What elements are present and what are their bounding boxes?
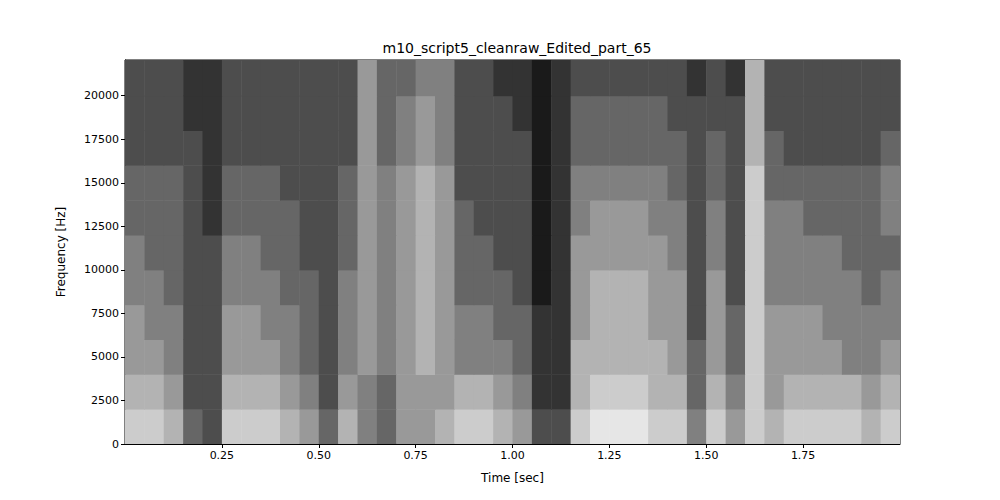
svg-text:2500: 2500	[91, 394, 119, 407]
svg-text:20000: 20000	[84, 89, 119, 102]
svg-text:1.00: 1.00	[500, 449, 525, 462]
svg-text:1.50: 1.50	[694, 449, 719, 462]
svg-text:5000: 5000	[91, 350, 119, 363]
svg-text:0.25: 0.25	[210, 449, 235, 462]
svg-text:15000: 15000	[84, 176, 119, 189]
svg-text:0: 0	[112, 438, 119, 451]
svg-text:Frequency [Hz]: Frequency [Hz]	[54, 207, 68, 298]
svg-text:17500: 17500	[84, 133, 119, 146]
svg-text:0.75: 0.75	[403, 449, 428, 462]
svg-text:12500: 12500	[84, 220, 119, 233]
svg-text:Time [sec]: Time [sec]	[480, 471, 544, 485]
svg-text:m10_script5_cleanraw_Edited_pa: m10_script5_cleanraw_Edited_part_65	[383, 40, 652, 56]
svg-text:10000: 10000	[84, 263, 119, 276]
svg-text:1.25: 1.25	[597, 449, 622, 462]
svg-text:7500: 7500	[91, 307, 119, 320]
svg-text:0.50: 0.50	[307, 449, 332, 462]
svg-text:1.75: 1.75	[791, 449, 816, 462]
